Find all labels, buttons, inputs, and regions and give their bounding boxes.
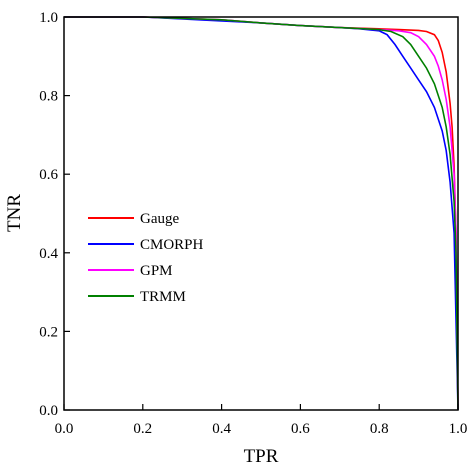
x-tick-label: 0.0 [55, 421, 74, 437]
legend-label-gauge: Gauge [140, 211, 179, 227]
y-axis-label: TNR [4, 194, 25, 232]
x-tick-label: 0.8 [370, 421, 389, 437]
y-tick-label: 0.6 [39, 167, 58, 183]
x-axis-label: TPR [244, 446, 279, 467]
legend: Gauge CMORPH GPM TRMM [88, 211, 204, 305]
y-tick-label: 0.2 [39, 324, 58, 340]
y-tick-label: 0.0 [39, 403, 58, 419]
series-layer [64, 16, 459, 411]
x-tick-label: 0.2 [133, 421, 152, 437]
legend-label-gpm: GPM [140, 263, 173, 279]
ticks-layer: 0.0 0.2 0.4 0.6 0.8 1.0 0.0 0.2 0.4 0.6 0.8 1.0 [39, 10, 467, 437]
series-line-gauge [64, 16, 459, 411]
series-line-trmm [64, 16, 459, 411]
plot-frame [63, 16, 459, 411]
series-line-gpm [64, 16, 459, 411]
legend-label-trmm: TRMM [140, 289, 186, 305]
y-tick-label: 0.4 [39, 246, 58, 262]
x-tick-label: 1.0 [449, 421, 468, 437]
y-tick-label: 0.8 [39, 89, 58, 105]
x-tick-label: 0.4 [212, 421, 231, 437]
x-tick-label: 0.6 [291, 421, 310, 437]
series-line-cmorph [64, 16, 459, 411]
y-tick-label: 1.0 [39, 10, 58, 26]
legend-label-cmorph: CMORPH [140, 237, 204, 253]
